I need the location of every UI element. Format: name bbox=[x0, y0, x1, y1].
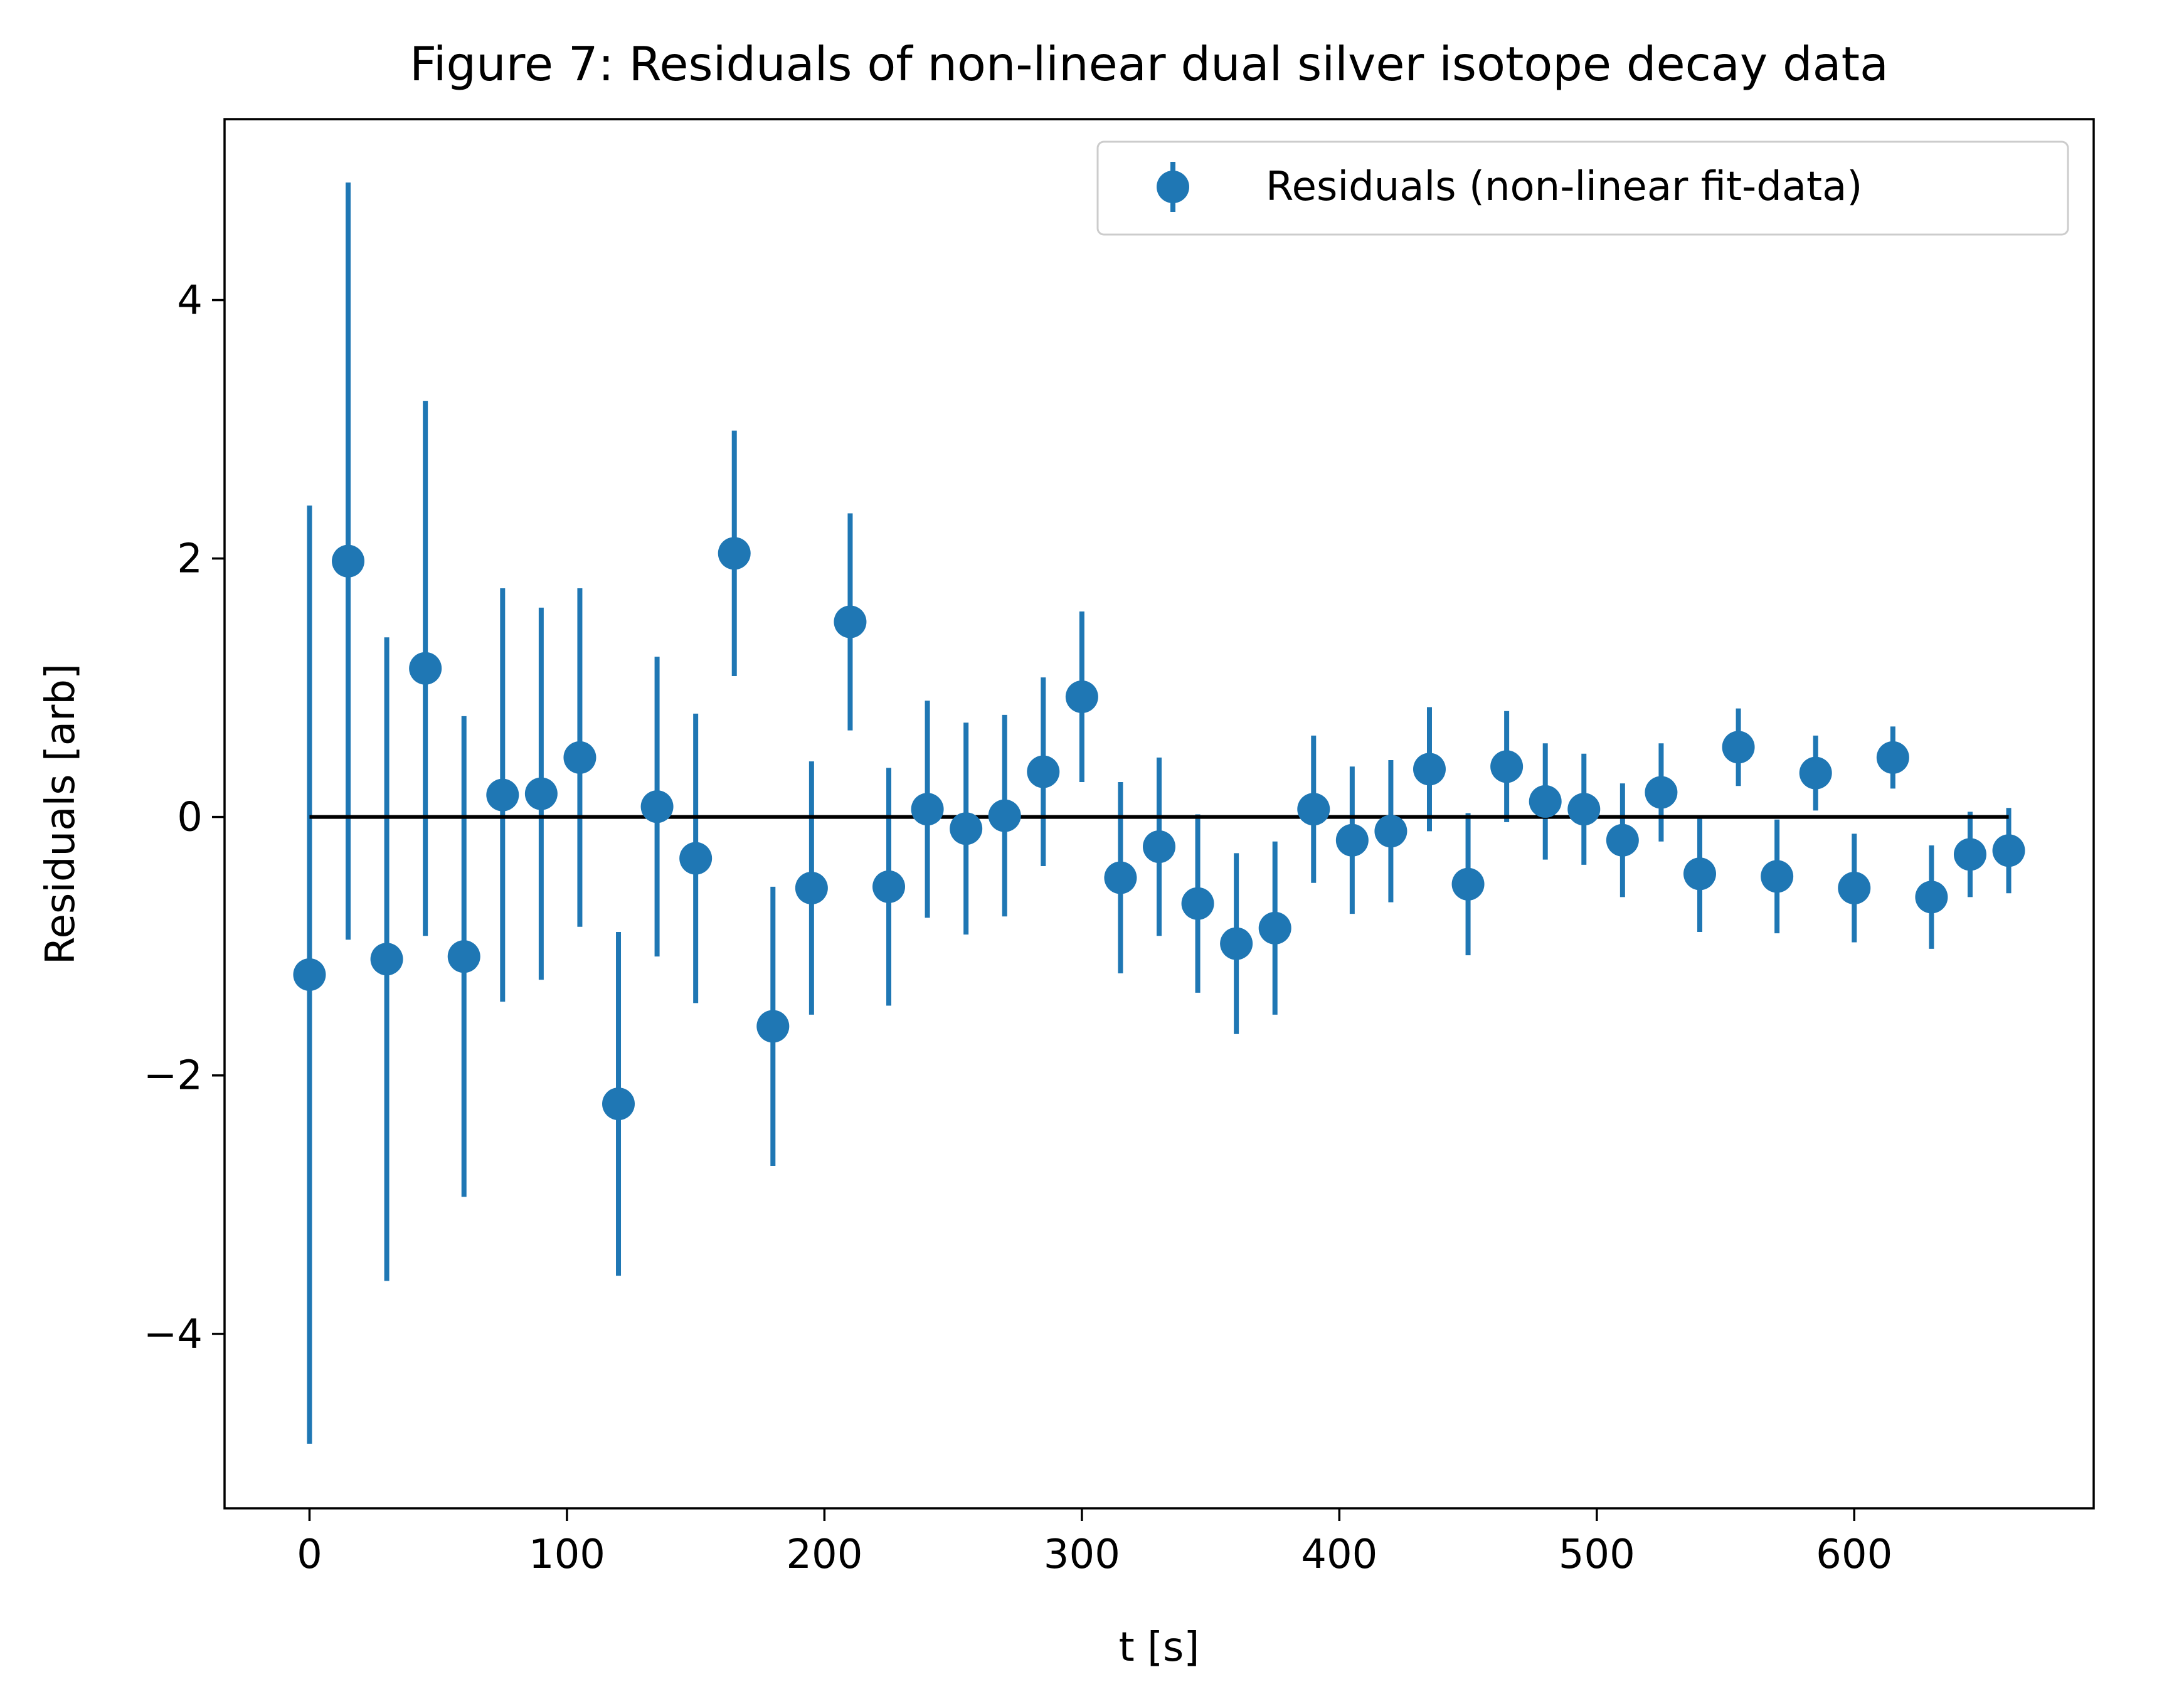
data-point bbox=[872, 870, 906, 903]
data-point bbox=[1876, 741, 1909, 774]
data-point bbox=[718, 537, 751, 570]
y-tick-label: −2 bbox=[144, 1053, 203, 1099]
x-tick-label: 600 bbox=[1816, 1532, 1892, 1578]
data-point bbox=[795, 871, 828, 904]
y-tick-label: 2 bbox=[177, 536, 203, 583]
data-point bbox=[1915, 881, 1948, 914]
data-point bbox=[1335, 823, 1369, 857]
data-point bbox=[1567, 793, 1601, 826]
data-point bbox=[1490, 750, 1524, 783]
data-point bbox=[640, 790, 674, 823]
data-point bbox=[1065, 680, 1098, 714]
data-point bbox=[602, 1087, 635, 1121]
y-tick-label: −4 bbox=[144, 1311, 203, 1358]
legend-marker bbox=[1157, 162, 1189, 212]
data-point bbox=[563, 741, 596, 774]
y-tick-label: 4 bbox=[177, 277, 203, 324]
data-point bbox=[1220, 927, 1253, 960]
data-point bbox=[834, 605, 867, 638]
data-point bbox=[332, 544, 365, 578]
data-point bbox=[447, 940, 480, 973]
data-point bbox=[1258, 911, 1291, 945]
x-axis-label: t [s] bbox=[1119, 1624, 1200, 1671]
legend-box bbox=[1096, 140, 2069, 236]
data-point bbox=[1838, 871, 1871, 904]
y-tick-label: 0 bbox=[177, 795, 203, 841]
data-point bbox=[409, 652, 442, 685]
chart-title: Figure 7: Residuals of non-linear dual s… bbox=[410, 36, 1889, 92]
data-point bbox=[1529, 785, 1562, 818]
x-tick-label: 0 bbox=[297, 1532, 322, 1578]
data-point bbox=[1799, 756, 1832, 790]
data-point bbox=[1606, 823, 1639, 857]
y-axis: −4 −2 0 2 4 bbox=[144, 277, 225, 1358]
x-tick-label: 400 bbox=[1301, 1532, 1377, 1578]
plot-area bbox=[293, 182, 2025, 1444]
data-point bbox=[1645, 776, 1678, 809]
data-point bbox=[1451, 867, 1485, 901]
x-tick-label: 100 bbox=[529, 1532, 605, 1578]
data-point bbox=[293, 958, 326, 992]
data-point bbox=[524, 777, 558, 810]
data-point bbox=[1374, 815, 1407, 848]
axes-frame bbox=[223, 118, 2095, 1510]
data-point bbox=[486, 778, 519, 812]
data-point bbox=[988, 799, 1021, 832]
data-point bbox=[1953, 838, 1986, 871]
x-axis: 0 100 200 300 400 500 600 bbox=[297, 1508, 1892, 1578]
legend: Residuals (non-linear fit-data) bbox=[1096, 140, 2069, 236]
x-tick-label: 500 bbox=[1559, 1532, 1635, 1578]
data-point bbox=[1992, 834, 2025, 867]
data-point bbox=[1297, 793, 1330, 826]
data-point bbox=[911, 793, 944, 826]
legend-point bbox=[1157, 171, 1189, 203]
data-point bbox=[1413, 753, 1446, 786]
data-point bbox=[1143, 830, 1175, 864]
legend-entry-label: Residuals (non-linear fit-data) bbox=[1266, 164, 1862, 210]
data-point bbox=[1027, 755, 1060, 788]
y-axis-label: Residuals [arb] bbox=[38, 664, 84, 965]
data-point bbox=[756, 1010, 790, 1043]
x-tick-label: 300 bbox=[1044, 1532, 1120, 1578]
data-point bbox=[679, 842, 713, 875]
data-point bbox=[950, 812, 983, 845]
data-point bbox=[1104, 861, 1137, 894]
data-point bbox=[1722, 731, 1755, 764]
data-point bbox=[1181, 887, 1214, 920]
data-point bbox=[1683, 857, 1716, 891]
data-point bbox=[1761, 860, 1794, 893]
data-point bbox=[370, 943, 403, 976]
x-tick-label: 200 bbox=[786, 1532, 862, 1578]
